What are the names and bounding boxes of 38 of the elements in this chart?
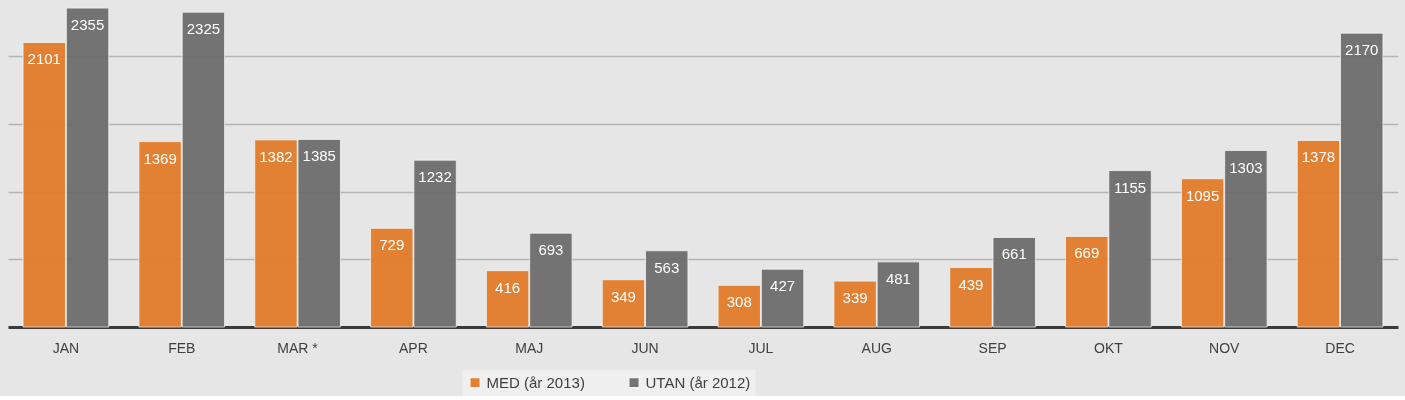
data-label: 2355 — [70, 16, 105, 34]
legend-label: UTAN (år 2012) — [645, 373, 751, 391]
x-tick-label: NOV — [1209, 339, 1241, 356]
data-label: 1382 — [259, 147, 293, 165]
data-label: 2325 — [186, 20, 221, 38]
data-label: 729 — [379, 236, 405, 254]
data-label: 1303 — [1229, 158, 1263, 176]
x-tick-label: MAR * — [277, 339, 319, 356]
x-tick-label: MAJ — [515, 339, 544, 356]
x-tick-label: OKT — [1094, 339, 1124, 356]
data-label: 349 — [610, 287, 636, 305]
data-label: 1155 — [1113, 178, 1147, 196]
legend-label: MED (år 2013) — [486, 373, 585, 391]
x-tick-label: JAN — [52, 339, 80, 356]
data-label: 2170 — [1345, 41, 1379, 59]
data-label: 416 — [495, 278, 521, 296]
data-label: 1232 — [418, 168, 452, 186]
x-tick-label: JUN — [631, 339, 659, 356]
x-tick-label: FEB — [168, 339, 196, 356]
x-tick-label: AUG — [861, 339, 892, 356]
data-label: 1378 — [1301, 148, 1336, 166]
data-label: 339 — [842, 289, 868, 307]
x-tick-label: SEP — [978, 339, 1007, 356]
data-label: 2101 — [27, 50, 61, 68]
data-label: 1369 — [143, 149, 177, 167]
data-label: 563 — [654, 258, 680, 276]
data-label: 1385 — [302, 147, 336, 165]
data-label: 308 — [726, 293, 752, 311]
data-label: 1095 — [1185, 186, 1220, 204]
data-label: 669 — [1074, 244, 1100, 262]
x-tick-label: JUL — [748, 339, 774, 356]
data-label: 481 — [885, 269, 911, 287]
x-tick-label: DEC — [1325, 339, 1355, 356]
x-tick-label: APR — [399, 339, 428, 356]
data-label: 427 — [770, 277, 796, 295]
data-label: 693 — [538, 241, 564, 259]
data-label: 439 — [958, 275, 984, 293]
data-label: 661 — [1001, 245, 1027, 263]
